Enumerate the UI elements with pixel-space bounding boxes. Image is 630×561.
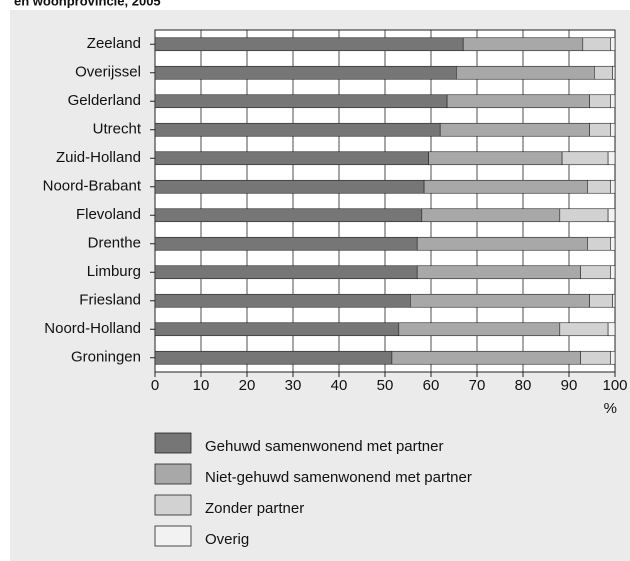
bar-segment: [610, 37, 616, 52]
bar-segment: [154, 293, 411, 308]
bar-segment: [610, 122, 616, 137]
bar-segment: [446, 94, 591, 109]
bar-segment: [391, 350, 581, 365]
x-tick-label: 30: [285, 377, 302, 394]
bar-segment: [154, 322, 400, 337]
bar-segment: [154, 94, 448, 109]
y-tick-label: Friesland: [79, 292, 141, 309]
bar-segment: [587, 179, 611, 194]
y-tick-label: Gelderland: [68, 92, 141, 109]
bar-segment: [416, 236, 588, 251]
header-strip: [0, 0, 630, 10]
y-tick-label: Overijssel: [75, 64, 141, 81]
bar-segment: [398, 322, 561, 337]
bar-segment: [154, 208, 423, 223]
bar-segment: [610, 236, 616, 251]
bar-segment: [154, 265, 418, 280]
bar-segment: [154, 151, 430, 166]
legend-label: Niet-gehuwd samenwonend met partner: [205, 469, 472, 486]
legend-swatch: [154, 525, 192, 547]
y-tick-label: Limburg: [87, 263, 141, 280]
x-tick-label: 50: [377, 377, 394, 394]
bar-segment: [409, 293, 590, 308]
legend-swatch: [154, 494, 192, 516]
bar-segment: [421, 208, 561, 223]
legend-label: Zonder partner: [205, 500, 304, 517]
legend-swatch: [154, 463, 192, 485]
x-tick-label: 100: [602, 377, 627, 394]
bar-segment: [582, 37, 611, 52]
x-tick-label: 10: [193, 377, 210, 394]
x-tick-label: 40: [331, 377, 348, 394]
bar-segment: [580, 265, 611, 280]
bar-segment: [154, 179, 425, 194]
bar-segment: [439, 122, 591, 137]
x-tick-label: 20: [239, 377, 256, 394]
bar-segment: [610, 265, 616, 280]
bar-segment: [559, 322, 609, 337]
bar-segment: [462, 37, 584, 52]
bar-segment: [154, 37, 464, 52]
y-tick-label: Zuid-Holland: [56, 149, 141, 166]
y-tick-label: Utrecht: [93, 121, 142, 138]
legend-label: Overig: [205, 531, 249, 548]
y-tick-label: Zeeland: [87, 35, 141, 52]
bar-segment: [610, 350, 616, 365]
legend-label: Gehuwd samenwonend met partner: [205, 438, 443, 455]
x-axis-label: %: [604, 400, 617, 417]
bar-segment: [580, 350, 611, 365]
x-tick-label: 60: [423, 377, 440, 394]
bar-segment: [589, 293, 614, 308]
bar-segment: [589, 94, 611, 109]
bar-segment: [559, 208, 609, 223]
bar-segment: [423, 179, 588, 194]
bar-segment: [612, 65, 616, 80]
y-tick-label: Noord-Holland: [44, 320, 141, 337]
bar-segment: [607, 322, 616, 337]
legend-swatch: [154, 432, 192, 454]
bar-segment: [154, 122, 441, 137]
y-tick-label: Flevoland: [76, 206, 141, 223]
chart-title: en woonprovincie, 2005: [14, 0, 161, 8]
x-tick-label: 90: [561, 377, 578, 394]
bar-segment: [154, 350, 393, 365]
bar-segment: [612, 293, 616, 308]
bar-segment: [589, 122, 611, 137]
bar-segment: [610, 94, 616, 109]
bar-segment: [428, 151, 563, 166]
bar-segment: [587, 236, 611, 251]
bar-segment: [607, 151, 616, 166]
y-tick-label: Groningen: [71, 349, 141, 366]
bar-segment: [154, 65, 457, 80]
x-tick-label: 70: [469, 377, 486, 394]
bar-segment: [416, 265, 581, 280]
x-tick-label: 0: [151, 377, 159, 394]
y-tick-label: Noord-Brabant: [43, 178, 142, 195]
bar-segment: [561, 151, 609, 166]
y-tick-label: Drenthe: [88, 235, 141, 252]
bar-segment: [455, 65, 595, 80]
x-tick-label: 80: [515, 377, 532, 394]
bar-segment: [154, 236, 418, 251]
bar-segment: [607, 208, 616, 223]
bar-segment: [593, 65, 613, 80]
bar-segment: [610, 179, 616, 194]
